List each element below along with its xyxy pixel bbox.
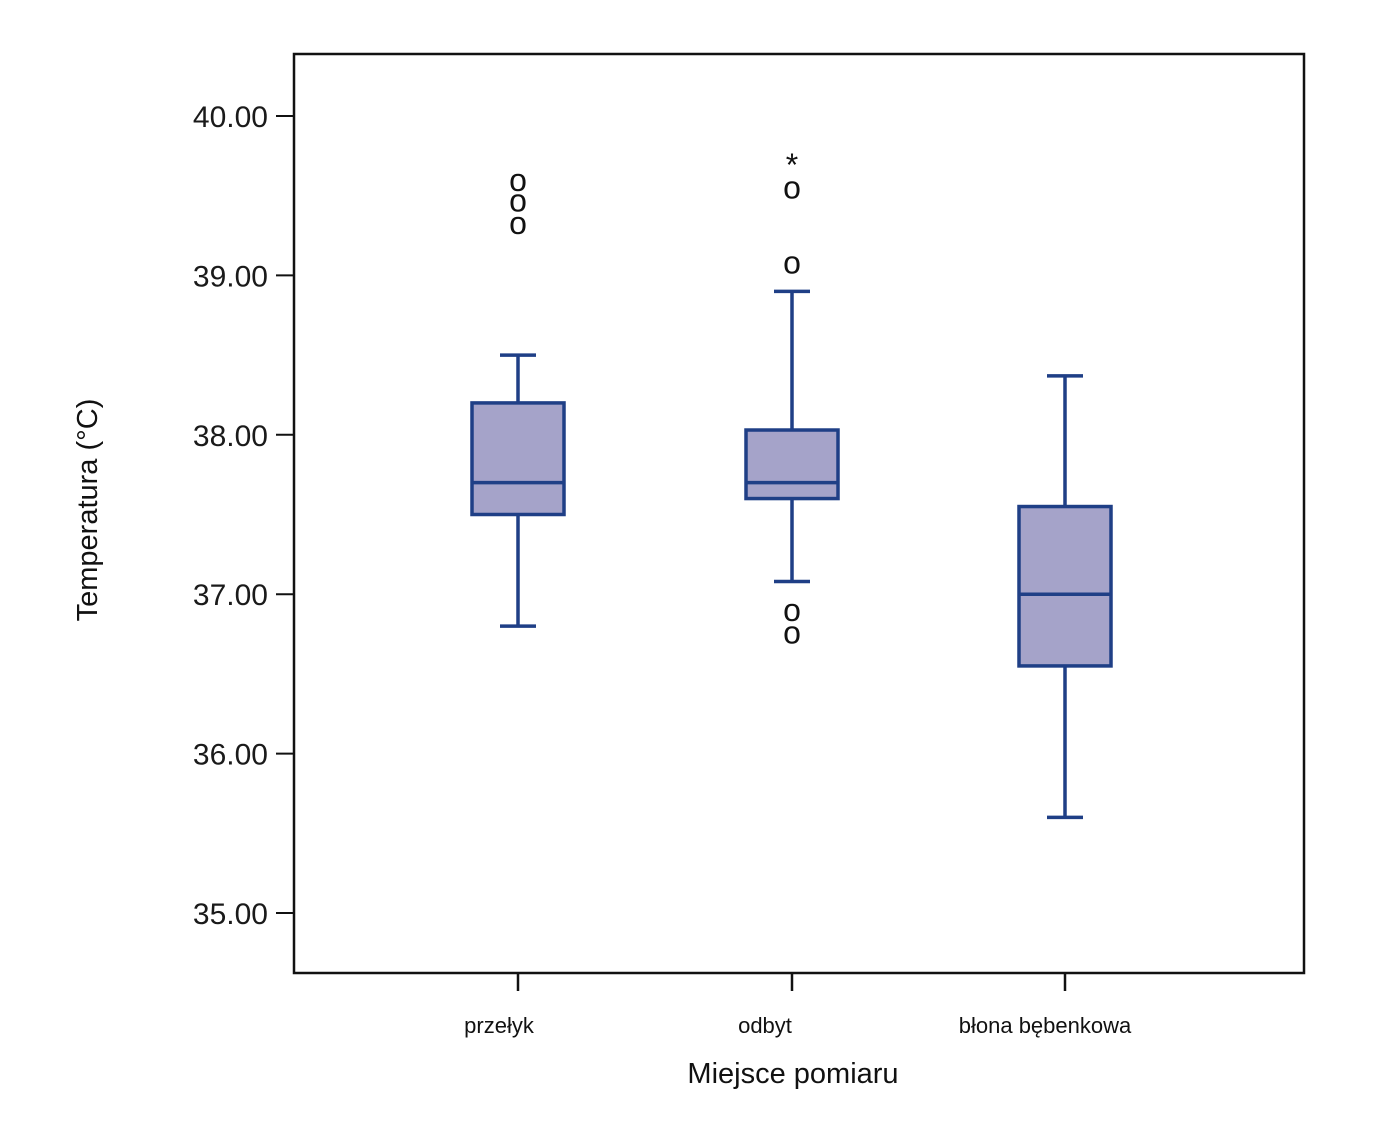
plot-frame — [292, 52, 1306, 975]
outlier-marker: o — [783, 170, 801, 206]
outlier-marker: o — [783, 245, 801, 281]
outlier-marker: o — [509, 162, 527, 198]
iqr-box — [744, 428, 840, 501]
y-tick-label: 35.00 — [193, 898, 268, 931]
y-tick-label: 40.00 — [193, 101, 268, 134]
iqr-box — [470, 401, 566, 517]
y-tick-label: 37.00 — [193, 579, 268, 612]
outlier-marker: o — [783, 614, 801, 650]
y-tick-label: 39.00 — [193, 260, 268, 293]
outlier-marker: o — [509, 205, 527, 241]
iqr-box — [1017, 504, 1113, 668]
y-axis: 35.00 36.00 37.00 38.00 39.00 40.00 — [193, 101, 294, 931]
y-tick-label: 38.00 — [193, 420, 268, 453]
outlier-marker: o — [783, 592, 801, 628]
y-axis-title: Temperatura (°C) — [72, 399, 104, 622]
x-category-label: przełyk — [464, 1013, 535, 1038]
extreme-marker: * — [786, 147, 798, 183]
outlier-marker: o — [509, 182, 527, 218]
x-axis: przełyk odbyt błona bębenkowa — [464, 973, 1132, 1038]
y-tick-label: 36.00 — [193, 739, 268, 772]
x-category-label: błona bębenkowa — [959, 1013, 1132, 1038]
box-3 — [1017, 374, 1113, 820]
x-category-label: odbyt — [738, 1013, 792, 1038]
x-axis-title: Miejsce pomiaru — [687, 1058, 898, 1090]
box-1: ooo — [470, 162, 566, 628]
